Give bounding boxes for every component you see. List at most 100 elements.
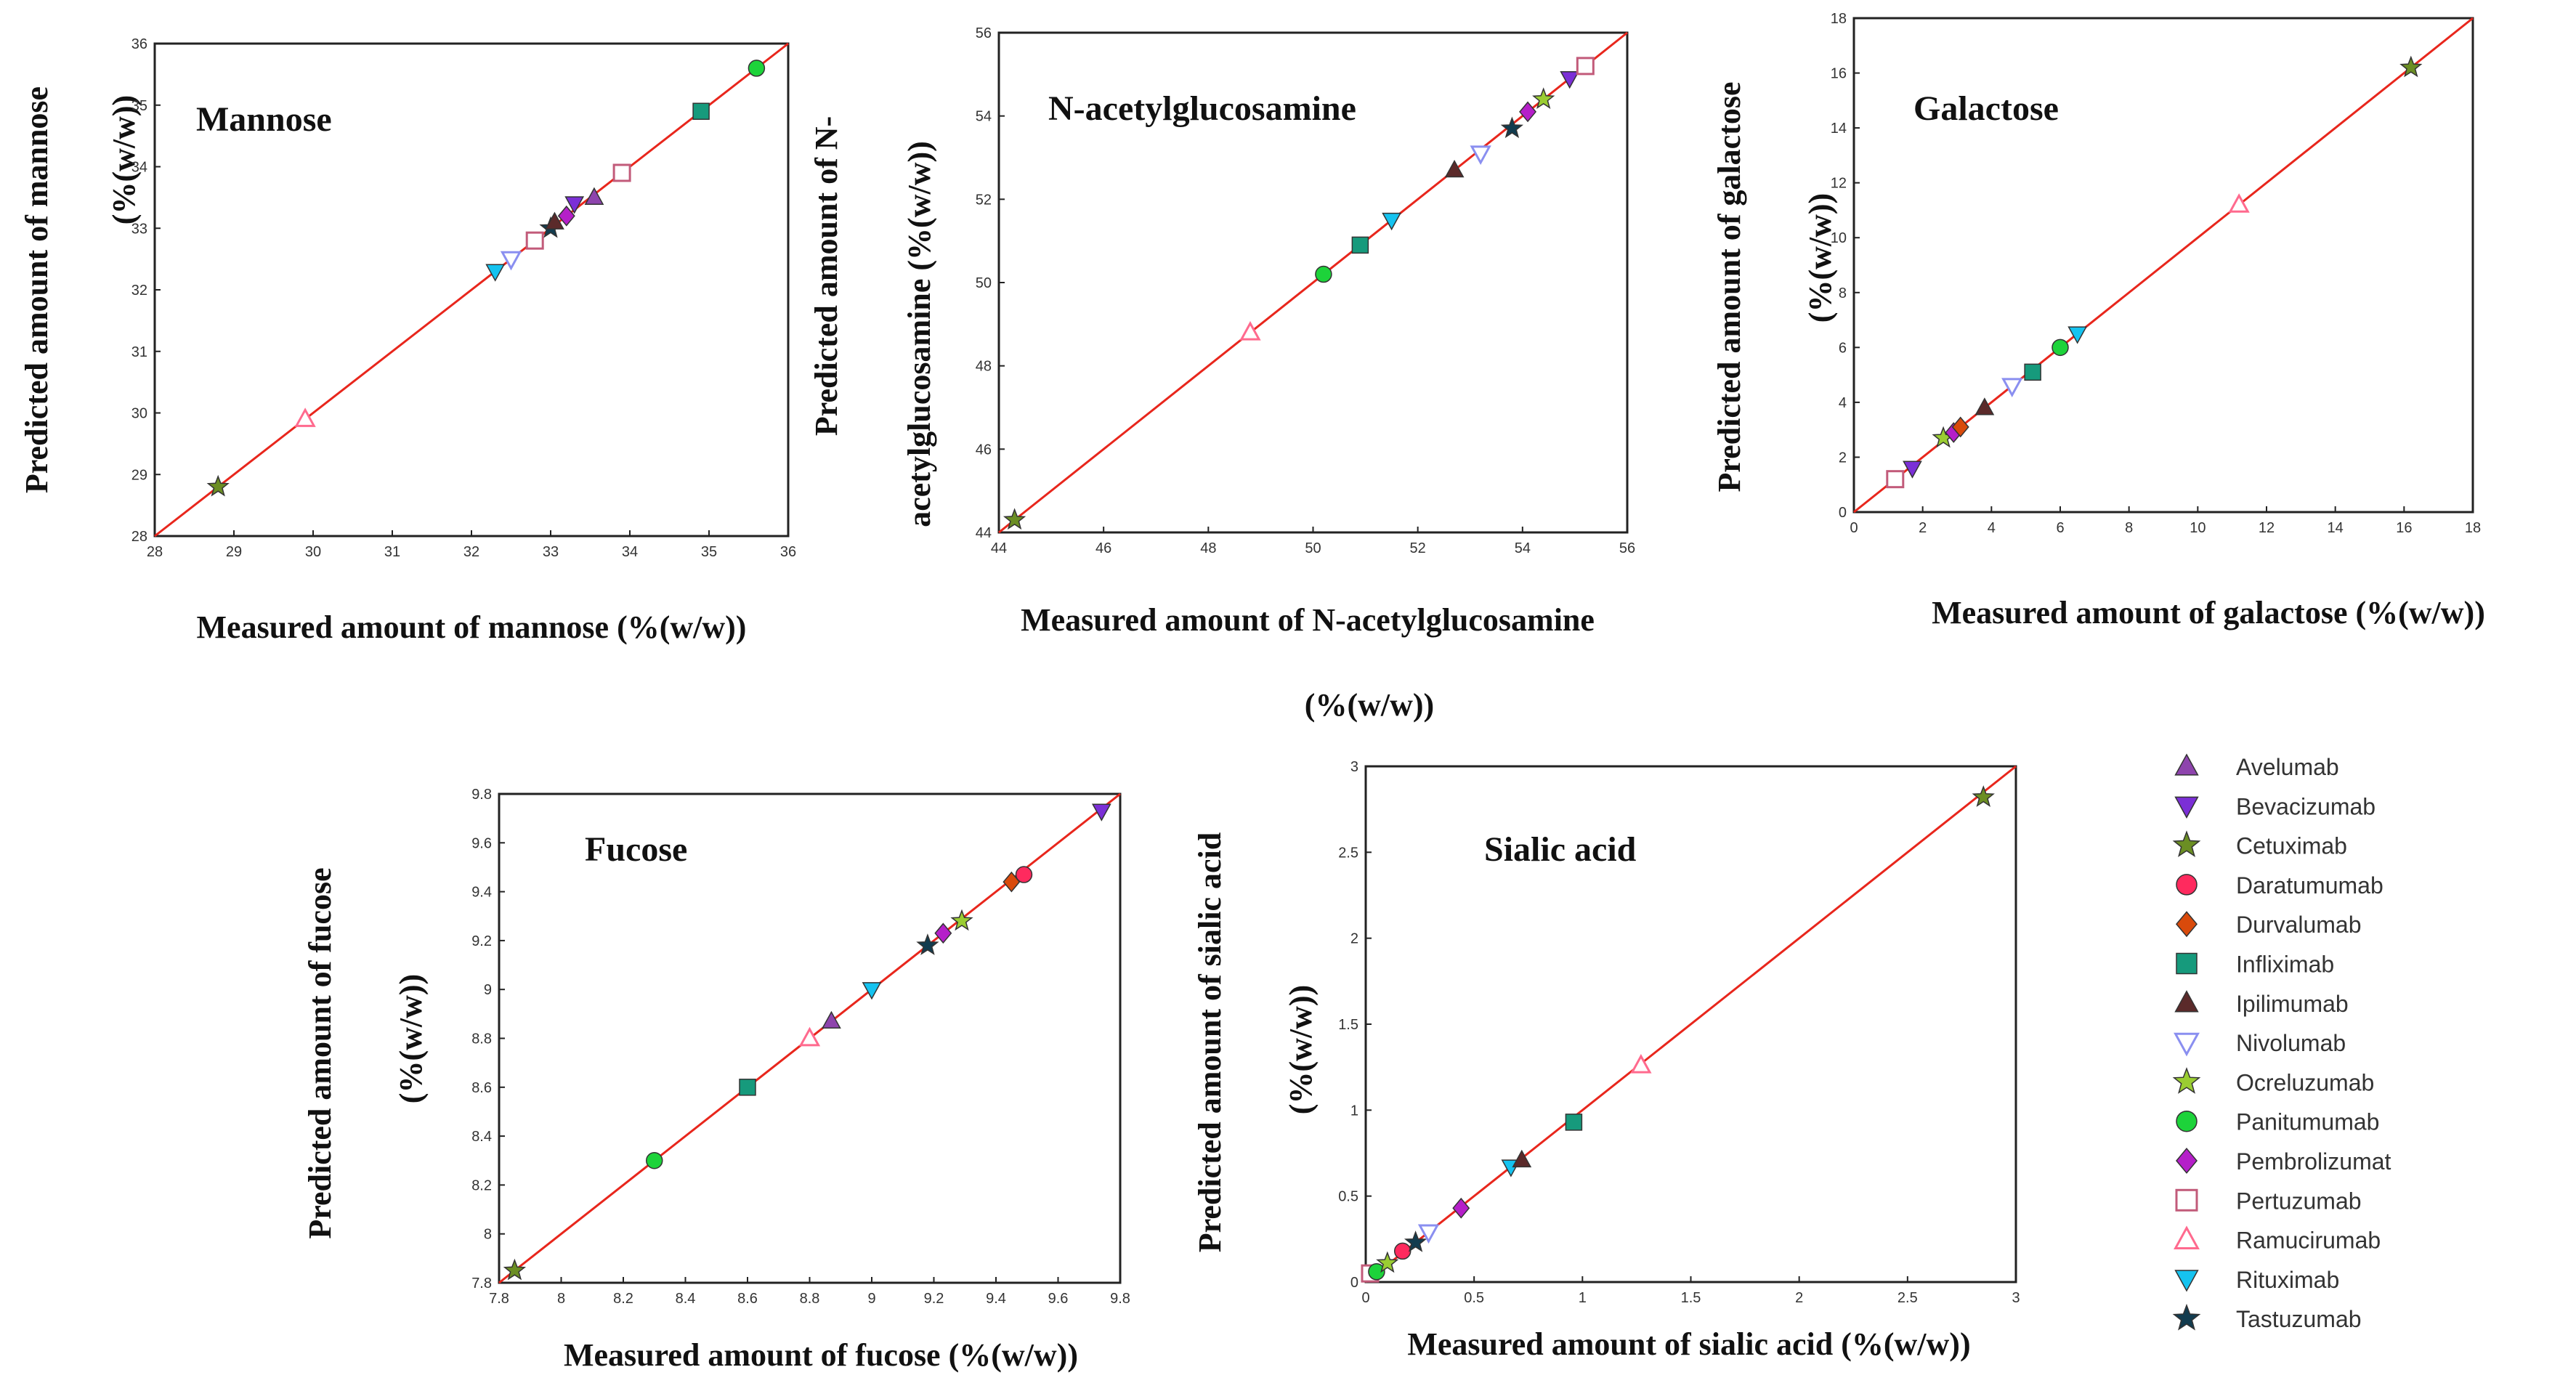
y-axis-title: Predicted amount of galactose: [1712, 82, 1747, 492]
x-tick-label: 56: [1619, 540, 1635, 556]
y-tick-label: 0: [1350, 1275, 1358, 1291]
x-tick-label: 52: [1410, 540, 1426, 556]
y-tick-label: 34: [131, 160, 147, 176]
point-rituximab: [862, 982, 882, 1000]
data-points: [1003, 57, 1595, 530]
point-ocreluzumab: [1532, 87, 1555, 110]
x-tick-label: 29: [226, 544, 242, 560]
x-tick-label: 35: [701, 544, 717, 560]
y-tick-label: 52: [976, 192, 992, 208]
x-tick-label: 50: [1305, 540, 1321, 556]
x-tick-label: 7.8: [489, 1291, 509, 1307]
y-tick-label: 9.4: [471, 885, 492, 901]
x-tick-label: 9: [867, 1291, 875, 1307]
x-tick-label: 0: [1850, 520, 1858, 536]
y-ticks: 0 0.5 1 1.5 2 2.5 3: [1338, 759, 1372, 1291]
x-tick-label: 54: [1515, 540, 1531, 556]
x-tick-label: 0.5: [1464, 1290, 1484, 1306]
point-ramucirumab: [294, 407, 316, 427]
x-tick-label: 1.5: [1681, 1290, 1701, 1306]
y-tick-label: 31: [131, 344, 147, 360]
x-tick-label: 44: [991, 540, 1007, 556]
point-ipilimumab: [1512, 1149, 1532, 1168]
point-bevacizumab: [1903, 461, 1922, 479]
x-tick-label: 32: [463, 544, 479, 560]
point-rituximab: [485, 264, 506, 282]
point-daratumumab: [1393, 1242, 1411, 1260]
x-tick-label: 46: [1095, 540, 1111, 556]
legend-label-rituximab: Rituximab: [2236, 1267, 2339, 1293]
legend-label-ocreluzumab: Ocreluzumab: [2236, 1069, 2374, 1095]
chart-title: Galactose: [1913, 89, 2059, 128]
x-axis-title-units: (%(w/w)): [1305, 687, 1434, 723]
point-panitumumab: [1368, 1263, 1385, 1281]
y-tick-label: 6: [1839, 340, 1847, 356]
legend-label-infliximab: Infliximab: [2236, 952, 2334, 978]
x-tick-label: 34: [622, 544, 638, 560]
y-axis-title: Predicted amount of sialic acid: [1192, 832, 1228, 1252]
point-nivolumab: [1470, 145, 1491, 166]
point-pembrolizumat: [1519, 101, 1537, 123]
y-axis-title: Predicted amount of fucose: [302, 867, 338, 1238]
identity-line: [998, 31, 1628, 534]
y-tick-label: 8: [484, 1227, 492, 1243]
y-tick-label: 9: [484, 982, 492, 998]
legend-marker-ipilimumab: [2174, 990, 2199, 1013]
point-ramucirumab: [1239, 321, 1261, 341]
point-nivolumab: [500, 251, 522, 271]
point-nivolumab: [2001, 378, 2023, 397]
point-rituximab: [2067, 326, 2088, 344]
y-tick-label: 29: [131, 467, 147, 483]
y-tick-label: 2.5: [1338, 845, 1358, 861]
x-tick-label: 31: [384, 544, 400, 560]
point-pertuzumab: [1576, 57, 1595, 76]
point-pembrolizumat: [1452, 1197, 1470, 1219]
x-tick-label: 2.5: [1897, 1290, 1918, 1306]
y-axis-title-units: (%(w/w)): [393, 974, 429, 1103]
point-bevacizumab: [564, 196, 585, 214]
chart-title: Mannose: [196, 100, 332, 139]
legend-label-avelumab: Avelumab: [2236, 754, 2339, 780]
legend-label-daratumumab: Daratumumab: [2236, 872, 2383, 899]
y-tick-label: 8: [1839, 285, 1847, 301]
legend-label-panitumumab: Panitumumab: [2236, 1109, 2379, 1135]
x-axis-title: Measured amount of sialic acid (%(w/w)): [1407, 1326, 1970, 1362]
data-points: [1361, 785, 1995, 1283]
x-ticks: 7.8 8 8.2 8.4 8.6 8.8 9 9.2 9.4 9.6 9.8: [489, 1277, 1130, 1307]
x-tick-label: 36: [780, 544, 796, 560]
data-points: [206, 60, 766, 497]
y-tick-label: 28: [131, 529, 147, 545]
y-tick-label: 14: [1831, 121, 1847, 137]
x-tick-label: 12: [2259, 520, 2275, 536]
x-tick-label: 10: [2190, 520, 2206, 536]
point-panitumumab: [646, 1152, 663, 1169]
point-ocreluzumab: [1376, 1251, 1399, 1273]
y-tick-label: 4: [1839, 395, 1847, 411]
point-tastuzumab: [916, 933, 939, 955]
x-tick-label: 8: [557, 1291, 565, 1307]
chart-n-acetylglucosamine: N-acetylglucosamine Measured amount of N…: [809, 25, 1635, 723]
y-tick-label: 8.8: [471, 1031, 492, 1047]
legend-marker-pertuzumab: [2175, 1188, 2198, 1212]
point-infliximab: [692, 102, 710, 120]
x-tick-label: 2: [1795, 1290, 1803, 1306]
legend-marker-pembrolizumat: [2176, 1148, 2198, 1174]
legend-marker-cetuximab: [2172, 830, 2201, 858]
y-tick-label: 2: [1839, 450, 1847, 466]
point-infliximab: [1565, 1114, 1583, 1131]
legend-marker-nivolumab: [2174, 1032, 2200, 1057]
y-tick-label: 16: [1831, 66, 1847, 82]
x-tick-label: 28: [147, 544, 163, 560]
point-ocreluzumab: [950, 909, 973, 931]
legend-label-ramucirumab: Ramucirumab: [2236, 1228, 2381, 1254]
point-ramucirumab: [798, 1026, 821, 1047]
y-tick-label: 50: [976, 275, 992, 291]
x-tick-label: 30: [305, 544, 321, 560]
point-cetuximab: [1972, 785, 1995, 807]
y-tick-label: 8.6: [471, 1080, 492, 1096]
y-tick-label: 7.8: [471, 1276, 492, 1291]
point-cetuximab: [503, 1258, 527, 1281]
y-tick-label: 9.6: [471, 835, 492, 851]
point-tastuzumab: [1404, 1230, 1427, 1252]
